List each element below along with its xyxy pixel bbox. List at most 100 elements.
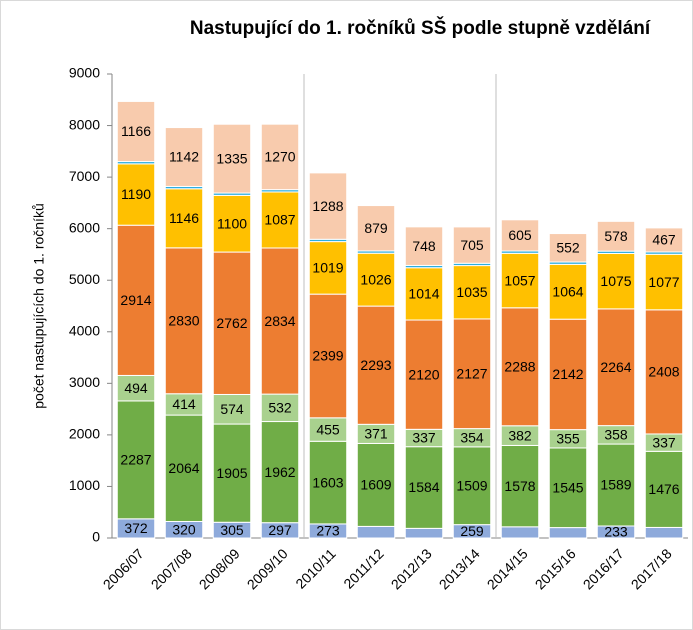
y-tick-label: 2000 [69, 426, 100, 442]
data-label: 273 [316, 523, 340, 539]
bar-segment [500, 444, 540, 528]
data-label: 1589 [600, 477, 631, 493]
bar-segment [644, 227, 684, 253]
data-label: 1270 [264, 149, 295, 165]
bar-segment [116, 374, 156, 402]
bar-segment [356, 442, 396, 527]
data-label: 1609 [360, 477, 391, 493]
y-tick-label: 3000 [69, 374, 100, 390]
bar-segment [596, 443, 636, 527]
bar-segment [260, 191, 300, 249]
x-tick-label: 2007/08 [148, 545, 195, 592]
x-tick-label: 2016/17 [580, 545, 627, 592]
bar-segment [404, 226, 444, 266]
bar-segment [644, 526, 684, 539]
x-tick-label: 2015/16 [532, 545, 579, 592]
data-label: 371 [364, 426, 388, 442]
x-tick-label: 2011/12 [340, 545, 387, 592]
bar-segment [548, 233, 588, 263]
data-label: 1014 [408, 286, 439, 302]
data-label: 2408 [648, 364, 679, 380]
y-tick-label: 0 [92, 529, 100, 545]
data-label: 1057 [504, 272, 535, 288]
bar-segment [164, 127, 204, 187]
data-label: 414 [172, 396, 196, 412]
data-label: 578 [604, 228, 628, 244]
data-label: 355 [556, 430, 580, 446]
data-label: 382 [508, 427, 532, 443]
data-label: 1578 [504, 478, 535, 494]
bar-segment [548, 318, 588, 431]
data-label: 1142 [169, 149, 199, 165]
bar-segment [452, 265, 492, 320]
bar-segment [548, 447, 588, 529]
bar-segment [404, 527, 444, 539]
data-label: 1509 [456, 477, 487, 493]
data-label: 2762 [216, 315, 247, 331]
data-label: 1075 [600, 273, 631, 289]
bar-segment [212, 423, 252, 523]
bar-segment [212, 194, 252, 253]
data-label: 337 [652, 434, 676, 450]
data-label: 2127 [456, 365, 487, 381]
y-tick-label: 4000 [69, 322, 100, 338]
data-label: 494 [124, 380, 148, 396]
data-label: 2120 [408, 366, 439, 382]
bar-segment [500, 252, 540, 309]
data-label: 2830 [168, 312, 199, 328]
bar-segment [260, 421, 300, 524]
data-label: 2399 [312, 348, 343, 364]
data-label: 532 [268, 400, 292, 416]
bar-segment [308, 293, 348, 419]
bar-segment [116, 224, 156, 376]
data-label: 1087 [264, 212, 295, 228]
data-label: 1019 [312, 260, 343, 276]
data-label: 1476 [648, 481, 679, 497]
bar-segment [356, 205, 396, 252]
bar-segment [500, 526, 540, 539]
data-label: 2287 [120, 452, 151, 468]
data-label: 354 [460, 429, 484, 445]
data-label: 372 [124, 520, 148, 536]
data-label: 455 [316, 421, 340, 437]
data-label: 1064 [552, 283, 583, 299]
chart-title: Nastupující do 1. ročníků SŠ podle stupn… [189, 18, 651, 39]
data-label: 1603 [312, 474, 343, 490]
data-label: 2914 [120, 292, 151, 308]
bar-segment [164, 247, 204, 395]
data-label: 605 [508, 227, 532, 243]
bar-segment [116, 400, 156, 520]
data-label: 748 [412, 238, 436, 254]
data-label: 1962 [264, 464, 295, 480]
bar-segment [308, 440, 348, 525]
bar-segment [644, 309, 684, 435]
bar-segment [596, 308, 636, 427]
bar-segment [548, 263, 588, 320]
bar-segment [356, 525, 396, 539]
data-label: 705 [460, 237, 484, 253]
bar-segment [500, 219, 540, 252]
y-tick-label: 9000 [69, 65, 100, 81]
data-label: 1026 [360, 271, 391, 287]
bar-segment [356, 305, 396, 425]
data-label: 1545 [552, 479, 583, 495]
data-label: 2142 [552, 366, 583, 382]
bar-segment [548, 527, 588, 539]
bar-segment [260, 123, 300, 191]
data-label: 358 [604, 427, 628, 443]
data-label: 1166 [121, 123, 151, 139]
data-label: 879 [364, 220, 388, 236]
bar-segment [116, 100, 156, 163]
data-label: 305 [220, 522, 244, 538]
data-label: 574 [220, 401, 244, 417]
data-label: 1288 [312, 198, 343, 214]
data-label: 467 [652, 232, 676, 248]
x-tick-label: 2009/10 [244, 545, 291, 592]
data-label: 2293 [360, 357, 391, 373]
bar-segment [260, 393, 300, 423]
bar-segment [212, 251, 252, 395]
data-label: 1146 [169, 210, 199, 226]
y-axis-label: počet nastupujících do 1. ročníků [31, 203, 47, 408]
